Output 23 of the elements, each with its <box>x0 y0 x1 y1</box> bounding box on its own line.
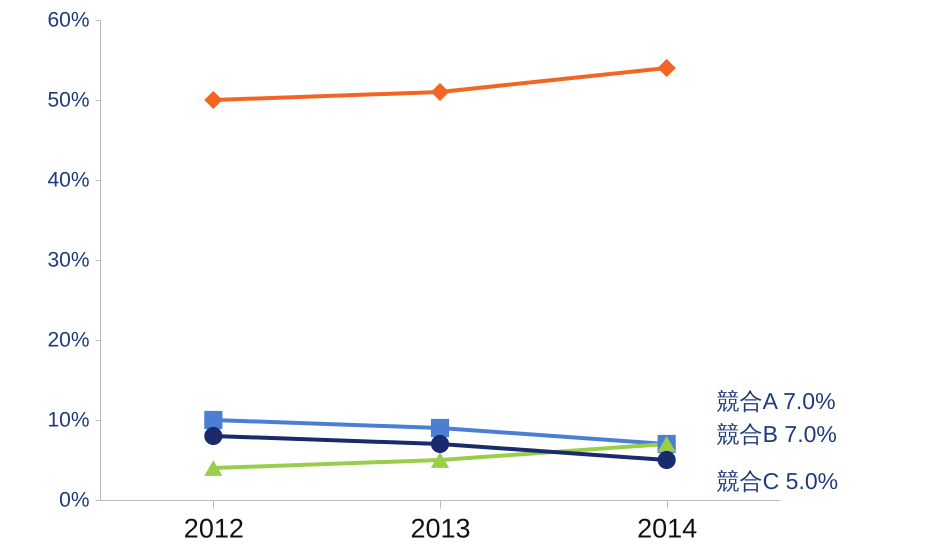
x-tick-label: 2013 <box>410 514 471 544</box>
point <box>430 418 450 438</box>
point <box>658 450 676 470</box>
y-tick-label: 50% <box>47 88 90 112</box>
text: 競合A 7.0% <box>716 388 836 414</box>
y-tick-label: 30% <box>47 248 90 272</box>
text: 競合C 5.0% <box>716 468 838 494</box>
y-tick-label: 10% <box>47 408 90 432</box>
text: 競合B 7.0% <box>716 421 837 447</box>
point <box>204 460 222 476</box>
point <box>430 452 450 468</box>
x-tick-label: 2014 <box>637 514 698 544</box>
point <box>204 426 222 446</box>
y-tick-label: 40% <box>47 168 90 192</box>
point <box>204 410 222 430</box>
x-tick-label: 2012 <box>184 514 244 544</box>
point <box>430 82 450 102</box>
y-tick-label: 60% <box>47 8 90 32</box>
point <box>658 58 676 78</box>
point <box>430 434 450 454</box>
y-tick-label: 20% <box>47 328 90 352</box>
y-tick-label: 0% <box>59 488 90 512</box>
point <box>204 90 222 110</box>
